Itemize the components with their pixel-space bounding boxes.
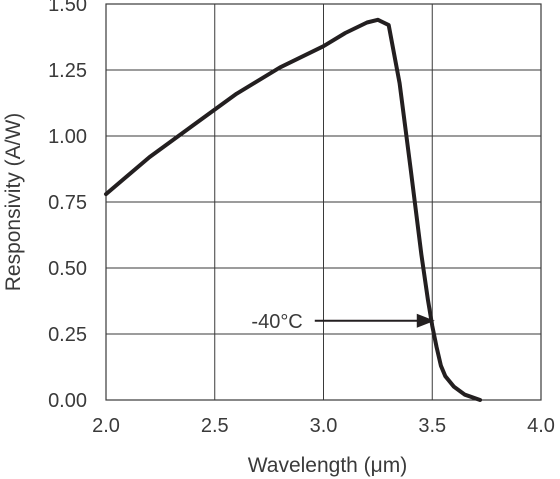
- x-tick-label: 4.0: [527, 415, 555, 437]
- x-tick-label: 3.5: [418, 415, 446, 437]
- y-tick-label: 0.75: [48, 192, 87, 214]
- x-tick-label: 2.5: [201, 415, 229, 437]
- y-tick-label: 0.00: [48, 390, 87, 412]
- y-tick-label: 1.25: [48, 60, 87, 82]
- y-tick-label: 0.50: [48, 258, 87, 280]
- responsivity-curve: [104, 17, 483, 402]
- y-axis-label: Responsivity (A/W): [2, 113, 25, 292]
- y-tick-label: 1.50: [48, 0, 87, 16]
- x-tick-label: 3.0: [310, 415, 338, 437]
- plot-frame: [105, 3, 542, 401]
- y-tick-label: 0.25: [48, 324, 87, 346]
- annotation-layer: -40°C: [251, 311, 435, 333]
- x-axis-label: Wavelength (μm): [248, 454, 408, 477]
- series-layer: [104, 17, 483, 402]
- grid: [105, 3, 542, 401]
- y-tick-label: 1.00: [48, 126, 87, 148]
- annotation-arrowhead: [416, 313, 435, 328]
- tick-labels: 2.0 2.5 3.0 3.5 4.0 0.00 0.25 0.50 0.75 1.00 1.25 1…: [48, 0, 555, 437]
- x-tick-label: 2.0: [92, 415, 120, 437]
- annotation-label: -40°C: [251, 311, 302, 333]
